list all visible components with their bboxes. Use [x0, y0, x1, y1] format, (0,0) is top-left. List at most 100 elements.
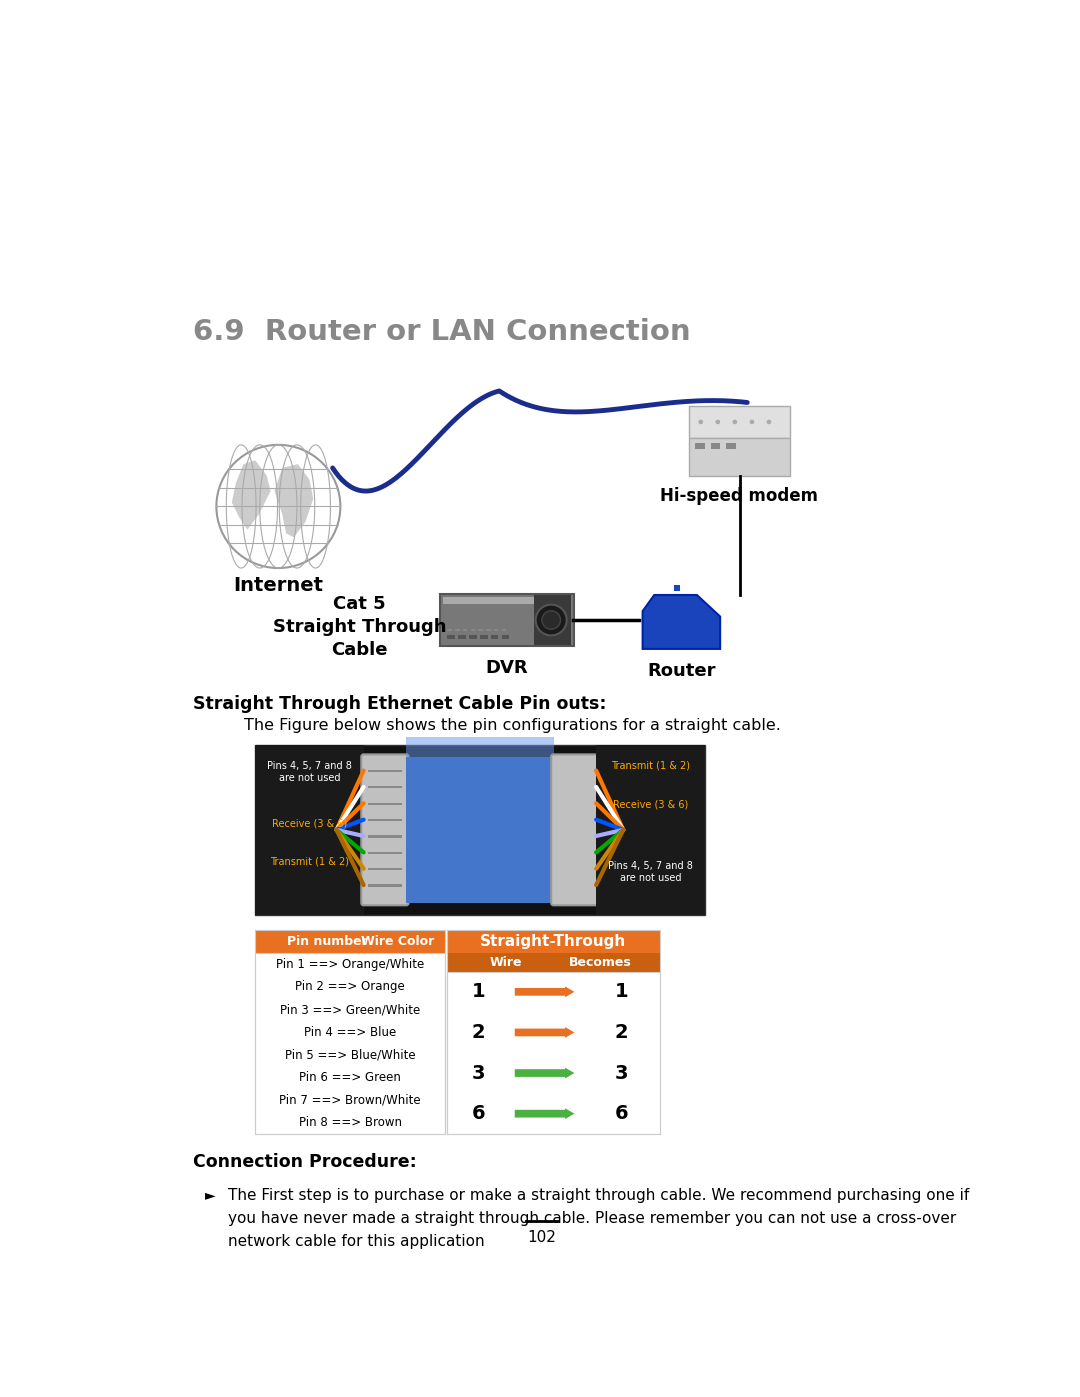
Text: Pins 4, 5, 7 and 8
are not used: Pins 4, 5, 7 and 8 are not used — [267, 760, 352, 782]
Polygon shape — [274, 464, 313, 538]
Text: Straight Through Ethernet Cable Pin outs:: Straight Through Ethernet Cable Pin outs… — [193, 696, 607, 712]
Text: 1: 1 — [615, 982, 629, 1002]
Text: Pins 4, 5, 7 and 8
are not used: Pins 4, 5, 7 and 8 are not used — [608, 861, 692, 883]
Bar — [406, 757, 554, 902]
Bar — [711, 443, 720, 448]
Text: Pin 5 ==> Blue/White: Pin 5 ==> Blue/White — [285, 1048, 416, 1062]
Text: Pin 7 ==> Brown/White: Pin 7 ==> Brown/White — [280, 1094, 421, 1106]
FancyArrow shape — [515, 1067, 575, 1078]
Bar — [494, 629, 499, 631]
Text: 6: 6 — [472, 1104, 485, 1123]
Text: 2: 2 — [472, 1023, 485, 1042]
Bar — [255, 745, 704, 915]
Polygon shape — [232, 460, 271, 529]
Bar — [255, 930, 445, 953]
Text: Pin 1 ==> Orange/White: Pin 1 ==> Orange/White — [275, 958, 424, 971]
Bar — [367, 770, 403, 773]
Bar — [458, 636, 465, 638]
Bar — [596, 745, 704, 915]
Bar — [367, 802, 403, 805]
Bar — [486, 629, 490, 631]
Circle shape — [732, 419, 738, 425]
Circle shape — [542, 610, 561, 629]
FancyBboxPatch shape — [689, 437, 789, 475]
Bar — [501, 629, 507, 631]
Text: network cable for this application: network cable for this application — [228, 1234, 485, 1249]
Text: Receive (3 & 6): Receive (3 & 6) — [272, 819, 347, 828]
Text: Wire Color: Wire Color — [361, 935, 434, 949]
Text: 2: 2 — [615, 1023, 629, 1042]
Bar — [727, 443, 735, 448]
Text: The Figure below shows the pin configurations for a straight cable.: The Figure below shows the pin configura… — [243, 718, 781, 733]
Text: Transmit (1 & 2): Transmit (1 & 2) — [611, 760, 690, 771]
Bar — [447, 636, 455, 638]
Bar — [463, 629, 468, 631]
Bar — [443, 597, 571, 605]
Bar — [446, 971, 660, 1134]
Bar — [501, 636, 510, 638]
FancyArrow shape — [515, 1027, 575, 1038]
Bar — [535, 595, 571, 645]
Text: you have never made a straight through cable. Please remember you can not use a : you have never made a straight through c… — [228, 1211, 956, 1227]
Text: Pin 2 ==> Orange: Pin 2 ==> Orange — [295, 981, 405, 993]
Text: Wire: Wire — [490, 956, 523, 968]
Circle shape — [715, 419, 720, 425]
Bar — [255, 953, 445, 1134]
FancyBboxPatch shape — [689, 407, 789, 437]
Bar — [674, 585, 679, 591]
Text: Pin 8 ==> Brown: Pin 8 ==> Brown — [298, 1116, 402, 1129]
FancyBboxPatch shape — [362, 754, 408, 905]
Text: Transmit (1 & 2): Transmit (1 & 2) — [270, 856, 349, 866]
Text: 6.9  Router or LAN Connection: 6.9 Router or LAN Connection — [193, 317, 691, 346]
Text: Router: Router — [647, 662, 716, 680]
Text: Pin 4 ==> Blue: Pin 4 ==> Blue — [303, 1025, 396, 1039]
Text: Pin 3 ==> Green/White: Pin 3 ==> Green/White — [280, 1003, 420, 1016]
Circle shape — [750, 419, 754, 425]
FancyBboxPatch shape — [551, 754, 598, 905]
Text: 3: 3 — [615, 1063, 629, 1083]
Text: Connection Procedure:: Connection Procedure: — [193, 1154, 417, 1171]
Bar — [406, 738, 554, 757]
Text: Cat 5
Straight Through
Cable: Cat 5 Straight Through Cable — [273, 595, 446, 659]
Text: Receive (3 & 6): Receive (3 & 6) — [612, 799, 688, 809]
Circle shape — [767, 419, 771, 425]
Polygon shape — [643, 595, 720, 648]
Text: DVR: DVR — [486, 659, 528, 678]
Text: Becomes: Becomes — [569, 956, 632, 968]
Text: Hi-speed modem: Hi-speed modem — [661, 488, 819, 506]
Circle shape — [699, 419, 703, 425]
Bar — [447, 629, 451, 631]
Bar — [455, 629, 460, 631]
Text: 1: 1 — [472, 982, 485, 1002]
Text: Straight-Through: Straight-Through — [480, 935, 626, 949]
Circle shape — [536, 605, 567, 636]
Text: Internet: Internet — [233, 576, 323, 595]
Text: 3: 3 — [472, 1063, 485, 1083]
Bar — [367, 884, 403, 887]
Bar — [255, 745, 364, 915]
Bar — [367, 819, 403, 821]
Text: ►: ► — [205, 1187, 215, 1201]
Bar — [480, 636, 488, 638]
Bar — [367, 868, 403, 870]
Bar — [446, 930, 660, 953]
Bar — [478, 629, 483, 631]
Text: The First step is to purchase or make a straight through cable. We recommend pur: The First step is to purchase or make a … — [228, 1187, 969, 1203]
FancyArrow shape — [515, 986, 575, 997]
Bar — [696, 443, 704, 448]
Bar — [367, 852, 403, 854]
Text: Pin 6 ==> Green: Pin 6 ==> Green — [299, 1071, 401, 1084]
Text: 102: 102 — [527, 1231, 556, 1245]
Bar — [490, 636, 499, 638]
Bar — [469, 636, 476, 638]
FancyBboxPatch shape — [441, 594, 573, 645]
Bar — [255, 930, 445, 1134]
FancyArrow shape — [515, 1108, 575, 1119]
Text: 6: 6 — [615, 1104, 629, 1123]
Text: Pin number: Pin number — [287, 935, 367, 949]
Bar — [446, 953, 660, 971]
Bar — [367, 835, 403, 838]
Bar — [446, 930, 660, 1134]
Bar — [367, 787, 403, 788]
Bar — [471, 629, 475, 631]
